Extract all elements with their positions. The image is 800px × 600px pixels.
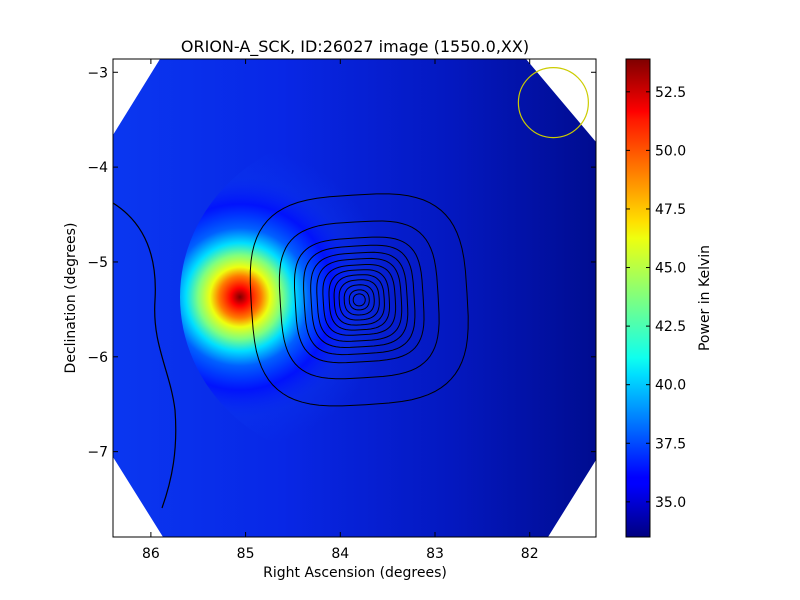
colorbar [625, 58, 651, 538]
contour-lines [113, 193, 469, 509]
contour-line [343, 284, 375, 316]
colorbar-label: Power in Kelvin [697, 245, 713, 351]
plot-area [113, 59, 596, 537]
contour-line [294, 236, 425, 364]
x-tick-label: 85 [237, 546, 255, 562]
y-tick-label: −6 [87, 350, 108, 366]
masked-corner-bottom-right [548, 460, 596, 537]
contour-line [303, 244, 416, 356]
x-tick-label: 86 [142, 546, 160, 562]
contour-line [352, 293, 366, 307]
y-tick-label: −4 [87, 160, 108, 176]
contour-line [322, 264, 397, 336]
colorbar-ticks: 35.0 37.5 40.0 42.5 45.0 47.5 50.0 52.5 [626, 85, 686, 511]
contour-line [328, 269, 390, 331]
beam-marker-circle [517, 67, 589, 139]
colorbar-tick-label: 50.0 [655, 143, 686, 159]
colorbar-tick-label: 47.5 [655, 202, 686, 218]
heatmap-peak-emission [180, 132, 530, 462]
masked-corner-bottom-left [113, 457, 163, 537]
contour-line [249, 193, 469, 407]
contour-line [113, 202, 177, 509]
colorbar-tick-label: 37.5 [655, 436, 686, 452]
masked-corner-top-right [526, 59, 596, 142]
colorbar-tick-label: 40.0 [655, 378, 686, 394]
y-axis-ticks: −3 −4 −5 −6 −7 [87, 65, 596, 461]
contour-line [348, 289, 370, 311]
masked-corner-top-left [113, 59, 160, 135]
x-axis-ticks: 86 85 84 83 82 [142, 59, 539, 562]
y-axis-label: Declination (degrees) [63, 223, 79, 374]
plot-frame [112, 58, 597, 538]
contour-line [316, 257, 403, 342]
x-axis-label: Right Ascension (degrees) [263, 565, 447, 581]
colorbar-tick-label: 52.5 [655, 85, 686, 101]
y-tick-label: −3 [87, 65, 108, 81]
colorbar-tick-label: 42.5 [655, 319, 686, 335]
contour-line [333, 274, 385, 326]
chart-title: ORION-A_SCK, ID:26027 image (1550.0,XX) [181, 37, 529, 57]
y-tick-label: −7 [87, 445, 108, 461]
contour-line [338, 279, 380, 321]
x-tick-label: 83 [426, 546, 444, 562]
x-tick-label: 84 [331, 546, 349, 562]
colorbar-tick-label: 35.0 [655, 495, 686, 511]
contour-line [310, 251, 409, 349]
y-tick-label: −5 [87, 255, 108, 271]
x-tick-label: 82 [521, 546, 539, 562]
colorbar-tick-label: 45.0 [655, 261, 686, 277]
contour-line [278, 220, 440, 380]
